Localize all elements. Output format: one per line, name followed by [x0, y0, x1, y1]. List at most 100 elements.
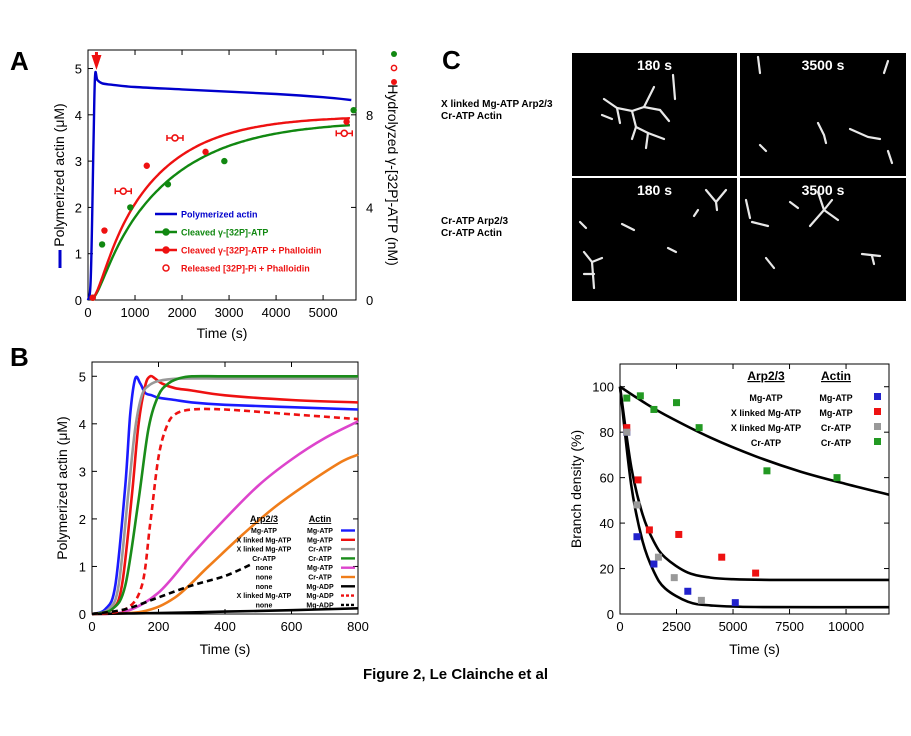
y-tick-label: 4: [79, 417, 86, 432]
series-line: [91, 453, 359, 616]
panel-a-frame: [87, 49, 357, 301]
y2-tick-label: 0: [366, 293, 373, 308]
row-label-2-arp: Cr-ATP Arp2/3: [441, 216, 509, 227]
x-tick-label: 10000: [828, 619, 864, 634]
data-point: [695, 424, 703, 432]
x-tick-label: 2500: [662, 619, 691, 634]
panel-label-a: A: [10, 46, 29, 76]
data-point: [752, 569, 760, 577]
figure-caption: Figure 2, Le Clainche et al: [362, 666, 549, 683]
series-polymerized-actin: [86, 70, 352, 301]
panel-a-chart: 0 1000 2000 3000 4000 5000 0 1 2 3 4 5 0 4 8 Time (s) Po…: [51, 49, 401, 341]
legend-arp-label: X linked Mg-ATP: [237, 547, 292, 554]
legend-actin-label: Cr-ATP: [821, 423, 851, 433]
x-tick-label: 4000: [262, 305, 291, 320]
legend-actin-label: Cr-ATP: [308, 547, 332, 554]
x-tick-label: 5000: [309, 305, 338, 320]
point-cleaved-atp-phalloidin: [89, 294, 96, 301]
series-line: [91, 420, 359, 616]
legend-header-actin: Actin: [309, 514, 332, 524]
data-point: [623, 394, 631, 402]
y2-axis-key-green: [391, 51, 397, 57]
series-line: [91, 374, 358, 616]
data-point: [633, 533, 641, 541]
series-line: [91, 407, 359, 616]
legend-arp-label: Cr-ATP: [751, 438, 781, 448]
point-cleaved-atp-phalloidin: [101, 227, 108, 234]
panel-label-b: B: [10, 342, 29, 372]
x-tick-label: 7500: [775, 619, 804, 634]
data-point: [623, 428, 631, 436]
y-axis-label: Polymerized actin (μM): [54, 416, 70, 559]
legend-actin-label: Mg-ATP: [307, 565, 333, 572]
y-tick-label: 5: [75, 62, 82, 77]
data-point: [670, 574, 678, 582]
point-cleaved-atp: [127, 204, 134, 211]
data-point: [673, 399, 681, 407]
y-tick-label: 4: [75, 108, 82, 123]
filament-image: [600, 73, 677, 150]
point-released-pi: [119, 187, 128, 196]
data-point: [633, 501, 641, 509]
legend-arp-label: Mg-ATP: [251, 528, 277, 535]
data-point: [833, 474, 841, 482]
legend-actin-label: Mg-ATP: [819, 393, 852, 403]
fit-curve: [619, 385, 890, 496]
micrograph-row2-180s: 180 s: [572, 178, 737, 301]
point-cleaved-atp: [164, 181, 172, 188]
legend-label: Cleaved γ-[32P]-ATP: [181, 228, 268, 238]
row-label-2-actin: Cr-ATP Actin: [441, 228, 502, 239]
y-tick-label: 0: [79, 607, 86, 622]
legend-arp-label: Mg-ATP: [749, 393, 782, 403]
x-tick-label: 2000: [168, 305, 197, 320]
micrograph-time: 3500 s: [801, 57, 845, 73]
y-tick-label: 3: [79, 464, 86, 479]
x-tick-label: 5000: [719, 619, 748, 634]
panel-b-chart: 0 200 400 600 800 0 1 2 3 4 5 Time (s) Polymerized a…: [54, 361, 369, 657]
y-tick-label: 100: [592, 380, 614, 395]
legend-marker: [162, 264, 170, 272]
data-point: [718, 553, 726, 561]
x-tick-label: 400: [214, 619, 236, 634]
x-tick-label: 600: [281, 619, 303, 634]
row-label-1: X linked Mg-ATP Arp2/3 Cr-ATP Actin: [441, 99, 553, 123]
panel-label-c: C: [442, 45, 461, 75]
micrograph-row2-3500s: 3500 s: [740, 178, 906, 301]
legend-marker: [162, 246, 170, 254]
legend-swatch: [874, 393, 881, 400]
data-point: [650, 405, 658, 413]
data-point: [623, 424, 631, 432]
panel-d-frame: [619, 363, 890, 615]
point-cleaved-atp-phalloidin: [343, 118, 350, 125]
series-line: [91, 375, 359, 616]
x-tick-label: 1000: [121, 305, 150, 320]
legend-actin-label: Cr-ATP: [308, 575, 332, 582]
data-point: [763, 467, 771, 475]
series-line: [91, 607, 359, 616]
legend-actin-label: Mg-ADP: [306, 602, 334, 609]
fit-curve: [618, 386, 890, 609]
row-label-1-arp: X linked Mg-ATP Arp2/3: [441, 99, 553, 110]
filament-image: [756, 55, 894, 165]
x-axis-label: Time (s): [197, 325, 248, 341]
fit-cleaved-atp-phalloidin: [89, 117, 350, 300]
data-point: [684, 587, 692, 595]
y2-tick-label: 8: [366, 108, 373, 123]
x-tick-label: 3000: [215, 305, 244, 320]
legend-actin-label: Mg-ATP: [307, 537, 333, 544]
point-cleaved-atp: [221, 157, 228, 165]
legend-label: Polymerized actin: [181, 210, 258, 220]
series-line: [91, 377, 358, 616]
legend-actin-label: Mg-ADP: [306, 593, 334, 600]
legend-arp-label: none: [256, 565, 273, 572]
y-tick-label: 40: [600, 516, 614, 531]
point-released-pi: [171, 134, 179, 142]
legend-arp-label: X linked Mg-ATP: [237, 593, 292, 600]
fit-curve: [618, 386, 890, 582]
y2-axis-key-open-red: [390, 64, 398, 72]
row-label-2: Cr-ATP Arp2/3 Cr-ATP Actin: [441, 216, 508, 240]
legend-arp-label: X linked Mg-ATP: [731, 423, 801, 433]
x-tick-label: 0: [616, 619, 623, 634]
y-tick-label: 5: [79, 369, 86, 384]
